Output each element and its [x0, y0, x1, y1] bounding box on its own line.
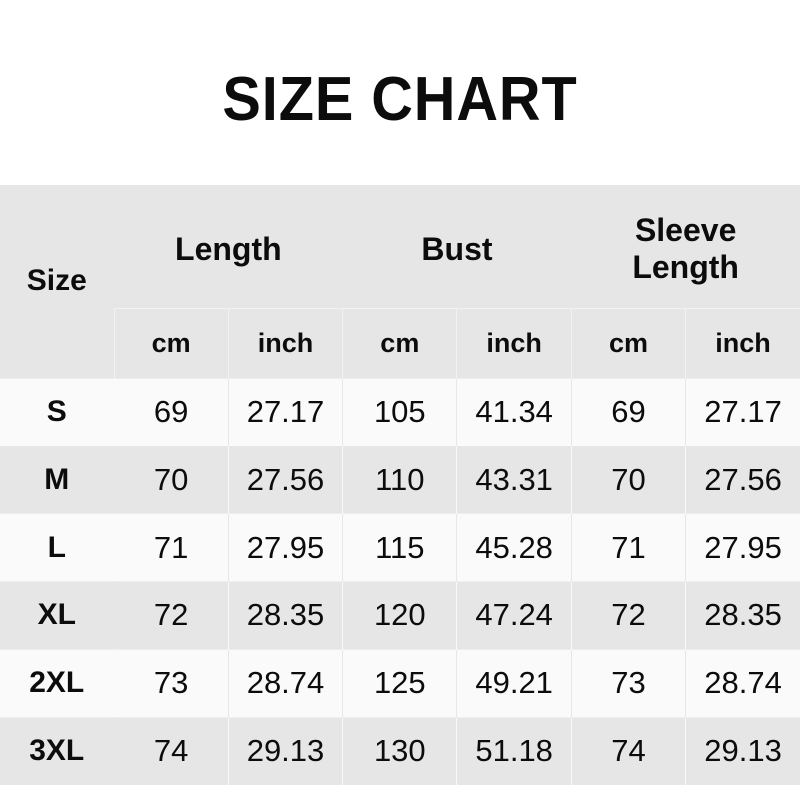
cell-sleeve-cm: 70 [570, 445, 686, 514]
cell-bust-cm: 130 [342, 716, 457, 785]
header-group-sleeve-line2: Length [632, 249, 739, 286]
cell-length-cm: 73 [113, 648, 229, 718]
size-chart-table: Size Length Bust Sleeve Length cm inch c… [0, 185, 800, 785]
header-size: Size [0, 185, 115, 378]
cell-length-cm: 69 [113, 377, 229, 446]
cell-bust-cm: 115 [342, 513, 457, 582]
header-group-bust-label: Bust [421, 230, 493, 267]
cell-bust-cm: 120 [342, 580, 457, 650]
table-row: XL 72 28.35 120 47.24 72 28.35 [0, 580, 800, 650]
cell-sleeve-inch: 27.17 [685, 377, 800, 446]
cell-length-inch: 28.35 [227, 580, 343, 650]
row-size-label: M [0, 445, 115, 514]
cell-length-inch: 27.95 [227, 513, 343, 582]
header-unit-length-cm: cm [113, 307, 229, 378]
cell-length-cm: 74 [113, 716, 229, 785]
cell-bust-inch: 43.31 [456, 445, 572, 514]
cell-bust-inch: 49.21 [456, 648, 572, 718]
cell-sleeve-cm: 69 [570, 377, 686, 446]
header-unit-bust-cm: cm [342, 307, 457, 378]
header-group-length: Length [114, 185, 343, 308]
cell-length-inch: 27.56 [227, 445, 343, 514]
table-row: S 69 27.17 105 41.34 69 27.17 [0, 377, 800, 446]
header-unit-length-inch: inch [227, 307, 343, 378]
cell-bust-cm: 110 [342, 445, 457, 514]
table-body: S 69 27.17 105 41.34 69 27.17 M 70 27.56… [0, 377, 800, 785]
cell-bust-inch: 47.24 [456, 580, 572, 650]
cell-sleeve-cm: 72 [570, 580, 686, 650]
cell-length-inch: 29.13 [227, 716, 343, 785]
cell-sleeve-cm: 73 [570, 648, 686, 718]
table-row: 2XL 73 28.74 125 49.21 73 28.74 [0, 648, 800, 718]
row-size-label: 3XL [0, 716, 115, 785]
table-row: M 70 27.56 110 43.31 70 27.56 [0, 445, 800, 514]
row-size-label: XL [0, 580, 115, 650]
row-size-label: L [0, 513, 115, 582]
header-unit-bust-inch: inch [456, 307, 572, 378]
table-row: 3XL 74 29.13 130 51.18 74 29.13 [0, 716, 800, 785]
cell-bust-inch: 45.28 [456, 513, 572, 582]
cell-length-inch: 28.74 [227, 648, 343, 718]
cell-sleeve-inch: 28.74 [685, 648, 800, 718]
cell-length-cm: 70 [113, 445, 229, 514]
page-title: SIZE CHART [222, 64, 578, 134]
cell-length-cm: 71 [113, 513, 229, 582]
table-row: L 71 27.95 115 45.28 71 27.95 [0, 513, 800, 582]
header-group-bust: Bust [342, 185, 572, 308]
row-size-label: 2XL [0, 648, 115, 718]
cell-sleeve-cm: 71 [570, 513, 686, 582]
cell-sleeve-inch: 28.35 [685, 580, 800, 650]
header-unit-sleeve-inch: inch [685, 307, 800, 378]
header-group-sleeve-length: Sleeve Length [571, 185, 800, 308]
cell-sleeve-inch: 29.13 [685, 716, 800, 785]
cell-length-cm: 72 [113, 580, 229, 650]
cell-length-inch: 27.17 [227, 377, 343, 446]
cell-bust-inch: 51.18 [456, 716, 572, 785]
cell-sleeve-cm: 74 [570, 716, 686, 785]
header-unit-sleeve-cm: cm [570, 307, 686, 378]
cell-sleeve-inch: 27.56 [685, 445, 800, 514]
header-group-sleeve-line1: Sleeve [634, 212, 737, 249]
title-area: SIZE CHART [0, 0, 800, 185]
header-units-row: cm inch cm inch cm inch [0, 307, 800, 378]
header-group-row: Size Length Bust Sleeve Length [0, 185, 800, 378]
header-group-length-label: Length [175, 230, 282, 267]
row-size-label: S [0, 377, 115, 446]
cell-bust-inch: 41.34 [456, 377, 572, 446]
cell-bust-cm: 105 [342, 377, 457, 446]
cell-sleeve-inch: 27.95 [685, 513, 800, 582]
cell-bust-cm: 125 [342, 648, 457, 718]
table-header: Size Length Bust Sleeve Length cm inch c… [0, 185, 800, 378]
